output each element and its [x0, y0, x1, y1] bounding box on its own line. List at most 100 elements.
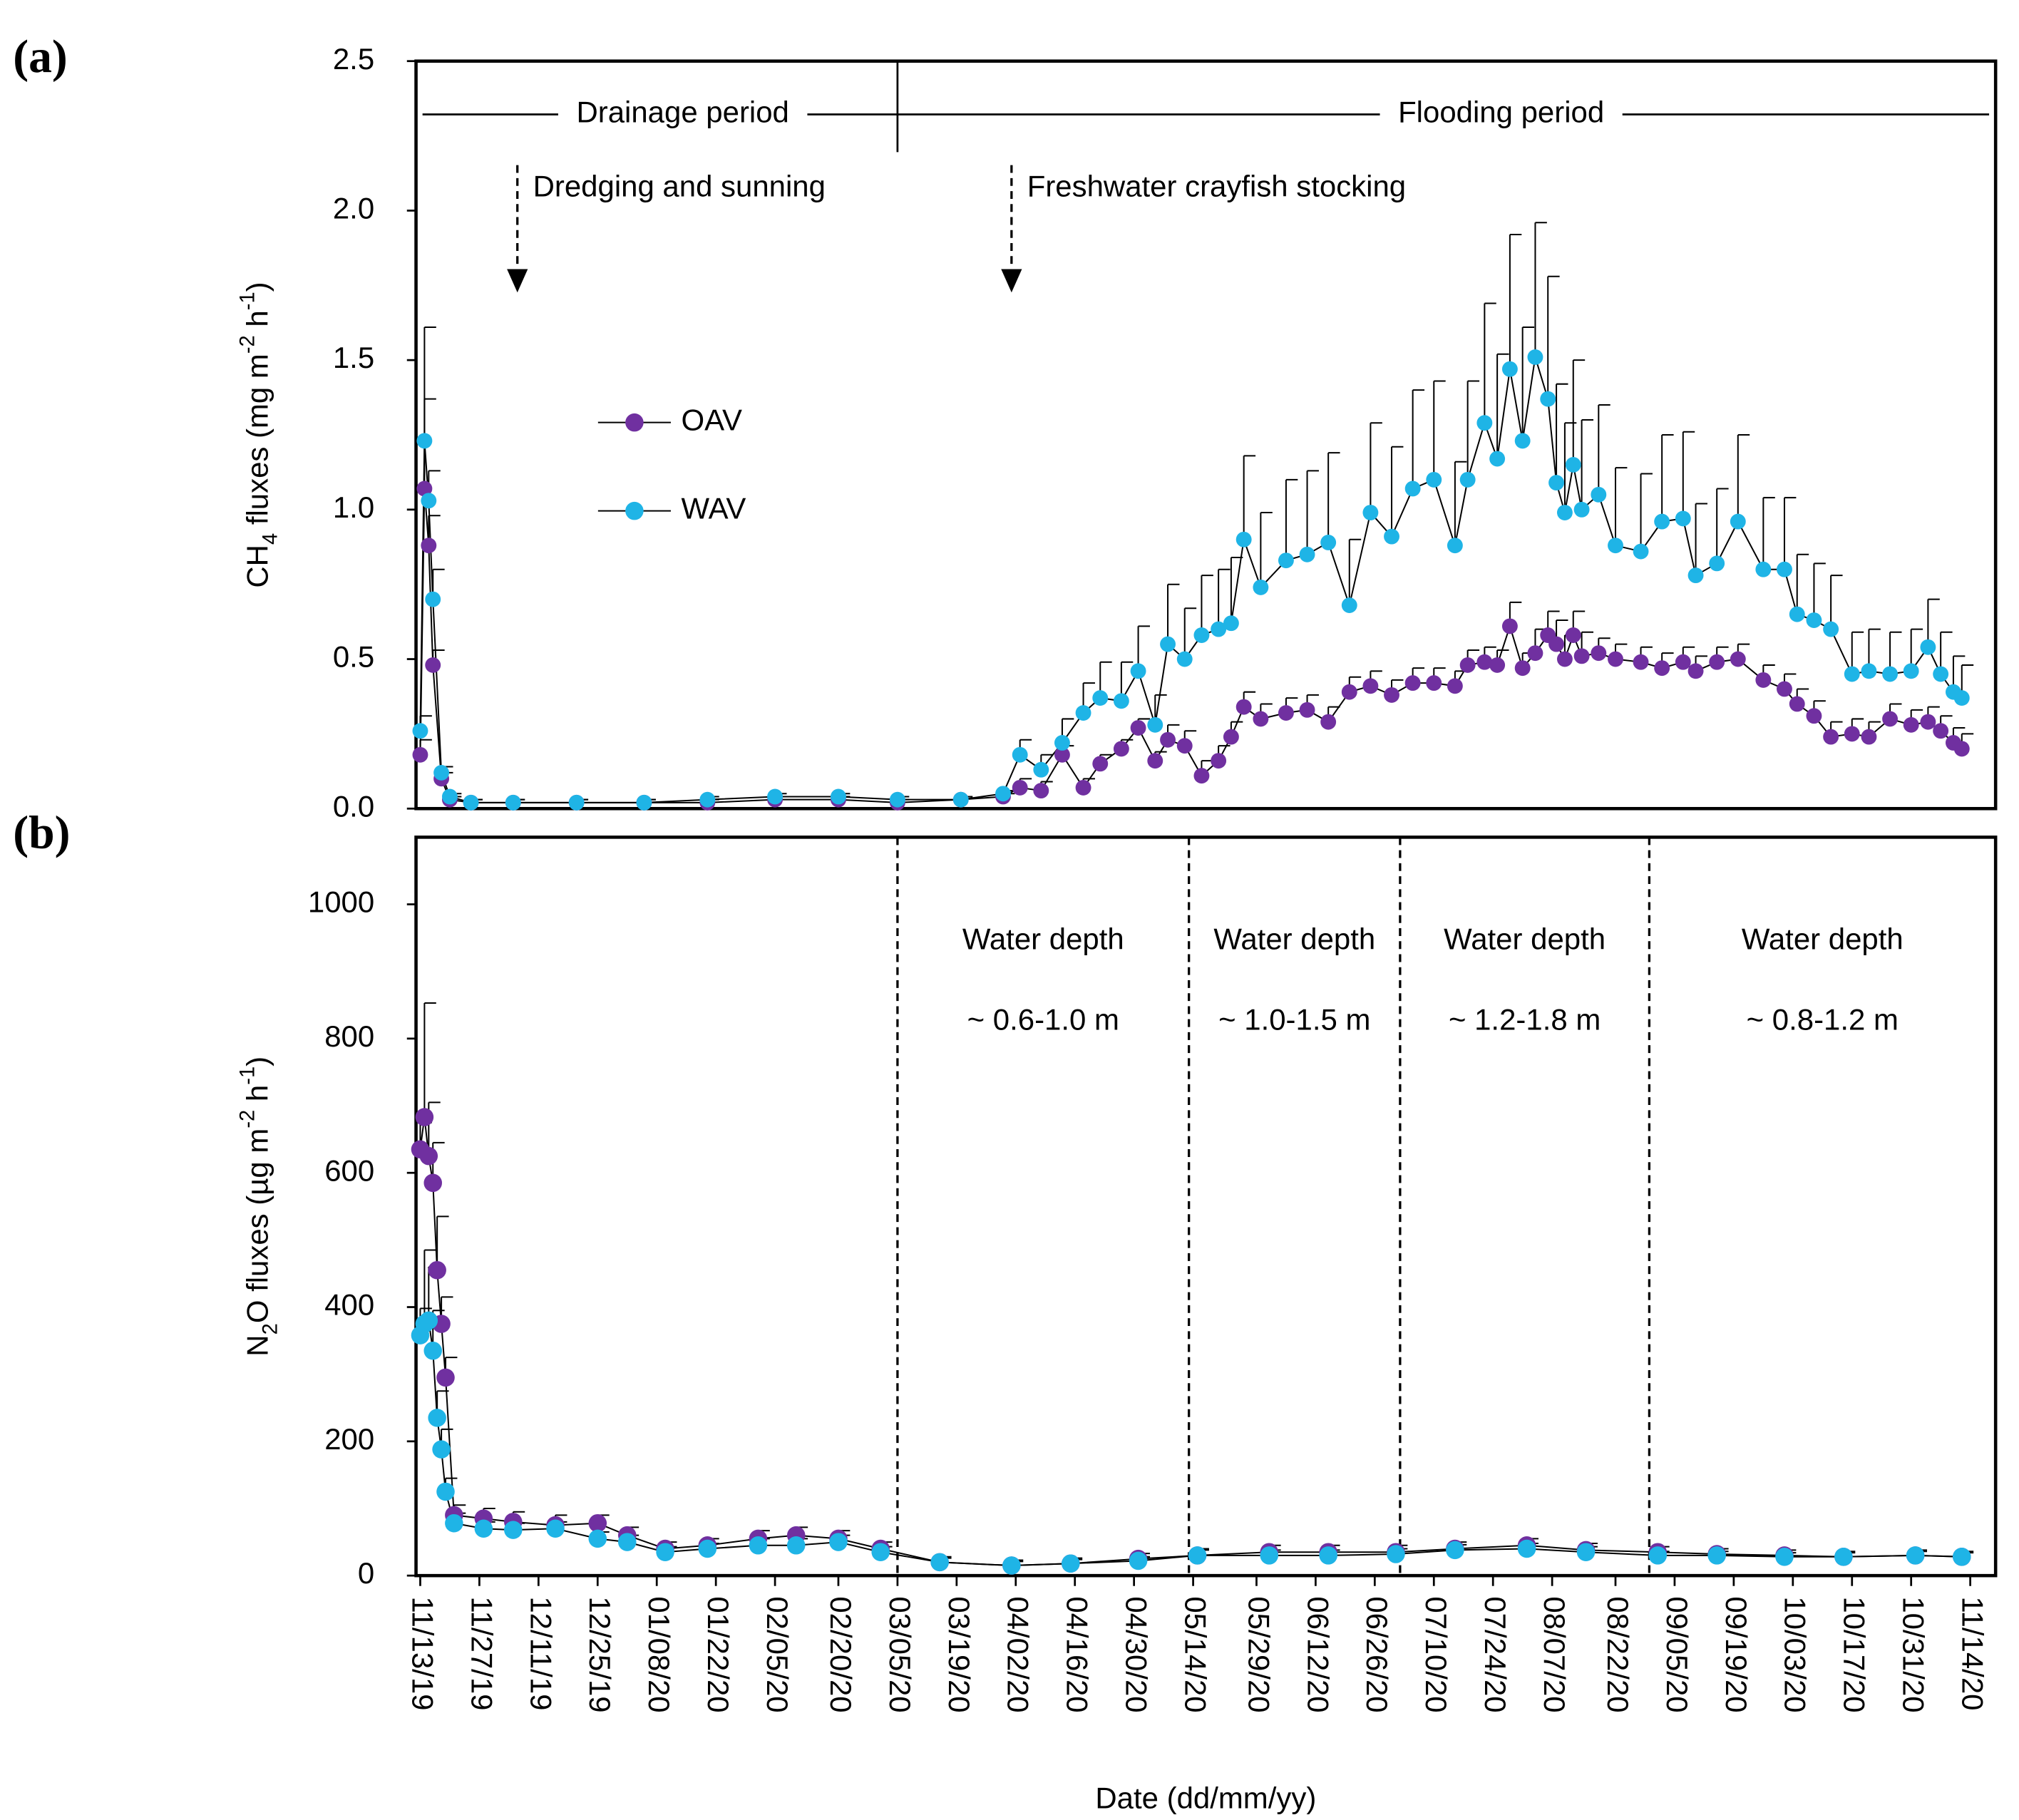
data-point: [1092, 756, 1109, 772]
x-tick-label: 06/12/20: [1301, 1596, 1335, 1712]
x-tick-label: 08/22/20: [1601, 1596, 1635, 1712]
data-point: [1633, 543, 1649, 560]
error-bar: [1737, 433, 1750, 522]
x-axis-label: Date (dd/mm/yy): [1095, 1782, 1316, 1815]
data-point: [1654, 660, 1670, 677]
data-point: [1130, 663, 1146, 679]
x-tick-label: 04/02/20: [1002, 1596, 1035, 1712]
data-point: [1002, 1556, 1021, 1575]
data-point: [1320, 535, 1337, 550]
error-bar: [1927, 598, 1940, 647]
x-tick-label: 03/19/20: [942, 1596, 976, 1712]
data-point: [1176, 738, 1193, 754]
y-axis-label-part: h: [241, 1085, 274, 1110]
data-point: [1387, 1545, 1405, 1563]
data-point: [1920, 714, 1936, 730]
data-point: [415, 1108, 434, 1126]
event-label: Freshwater crayfish stocking: [1027, 169, 1406, 202]
data-point: [1260, 1546, 1278, 1565]
data-point: [1033, 761, 1049, 778]
depth-label: ~ 1.0-1.5 m: [1218, 1002, 1370, 1036]
error-bar: [1484, 302, 1496, 423]
data-point: [1235, 531, 1252, 547]
data-point: [1362, 505, 1379, 520]
data-point: [1278, 552, 1294, 569]
x-tick-label: 01/22/20: [702, 1596, 735, 1712]
data-point: [1707, 1546, 1726, 1565]
data-point: [1591, 645, 1607, 662]
y-tick-label: 600: [324, 1153, 374, 1187]
error-bar: [1201, 575, 1213, 635]
data-point: [1033, 783, 1049, 799]
data-point: [1253, 711, 1269, 727]
series-line: [419, 1116, 1962, 1567]
data-point: [1447, 678, 1463, 694]
data-point: [1823, 621, 1839, 637]
data-point: [831, 788, 846, 805]
error-bar: [1260, 512, 1273, 587]
data-point: [1953, 690, 1970, 706]
data-point: [1447, 538, 1463, 554]
error-bar: [1391, 446, 1404, 537]
error-bar: [1572, 359, 1586, 465]
error-bar: [1695, 503, 1707, 576]
data-point: [474, 1519, 493, 1538]
data-point: [428, 1409, 446, 1427]
data-point: [416, 480, 433, 497]
error-bar: [1556, 383, 1568, 483]
data-point: [1129, 1551, 1148, 1570]
x-tick-label: 01/08/20: [642, 1596, 676, 1712]
panel-label: (a): [13, 31, 68, 83]
data-point: [1556, 651, 1573, 667]
data-point: [1953, 1548, 1971, 1566]
error-bar: [1183, 607, 1197, 659]
data-point: [1299, 701, 1315, 718]
data-point: [1573, 648, 1590, 664]
data-point: [428, 1260, 446, 1280]
y-axis-label-part: 2: [259, 1323, 282, 1335]
legend-marker: [625, 413, 644, 432]
error-bar: [1598, 404, 1610, 495]
y-axis-label-part: ): [241, 1056, 274, 1066]
error-bar: [1218, 568, 1231, 629]
error-bar: [1243, 455, 1256, 540]
x-tick-label: 10/17/20: [1838, 1596, 1871, 1712]
data-point: [1844, 666, 1860, 682]
data-point: [416, 433, 433, 449]
data-point: [1540, 391, 1556, 407]
data-point: [1861, 729, 1877, 745]
y-axis-label: N2O fluxes (µg m-2 h-1): [236, 1056, 282, 1357]
data-point: [423, 1341, 443, 1360]
data-point: [421, 538, 437, 554]
y-axis-label-part: -2: [236, 335, 259, 354]
data-point: [433, 764, 450, 781]
error-bar: [1496, 353, 1509, 459]
period-label-bg: [558, 95, 808, 129]
event-label: Dredging and sunning: [533, 169, 826, 202]
y-tick-label: 2.0: [333, 191, 374, 225]
data-point: [436, 1482, 455, 1501]
depth-label: Water depth: [1444, 922, 1606, 955]
data-point: [1882, 711, 1899, 727]
error-bar: [1285, 478, 1298, 561]
x-tick-label: 05/14/20: [1179, 1596, 1213, 1712]
data-point: [1565, 456, 1581, 473]
data-point: [504, 1521, 523, 1539]
data-point: [1648, 1546, 1668, 1565]
data-point: [425, 657, 441, 673]
y-tick-label: 1.5: [333, 341, 374, 374]
data-point: [1319, 1546, 1337, 1565]
data-point: [1514, 433, 1531, 449]
error-bar: [1433, 380, 1446, 480]
y-tick-label: 0: [358, 1556, 374, 1590]
plot-frame: [414, 836, 1998, 1578]
error-bar: [1640, 473, 1653, 552]
data-point: [1777, 681, 1792, 697]
error-bar: [1509, 233, 1522, 369]
data-point: [1556, 505, 1573, 520]
data-point: [1608, 538, 1623, 554]
data-point: [1054, 746, 1070, 763]
data-point: [1160, 731, 1176, 748]
data-point: [1861, 663, 1877, 679]
